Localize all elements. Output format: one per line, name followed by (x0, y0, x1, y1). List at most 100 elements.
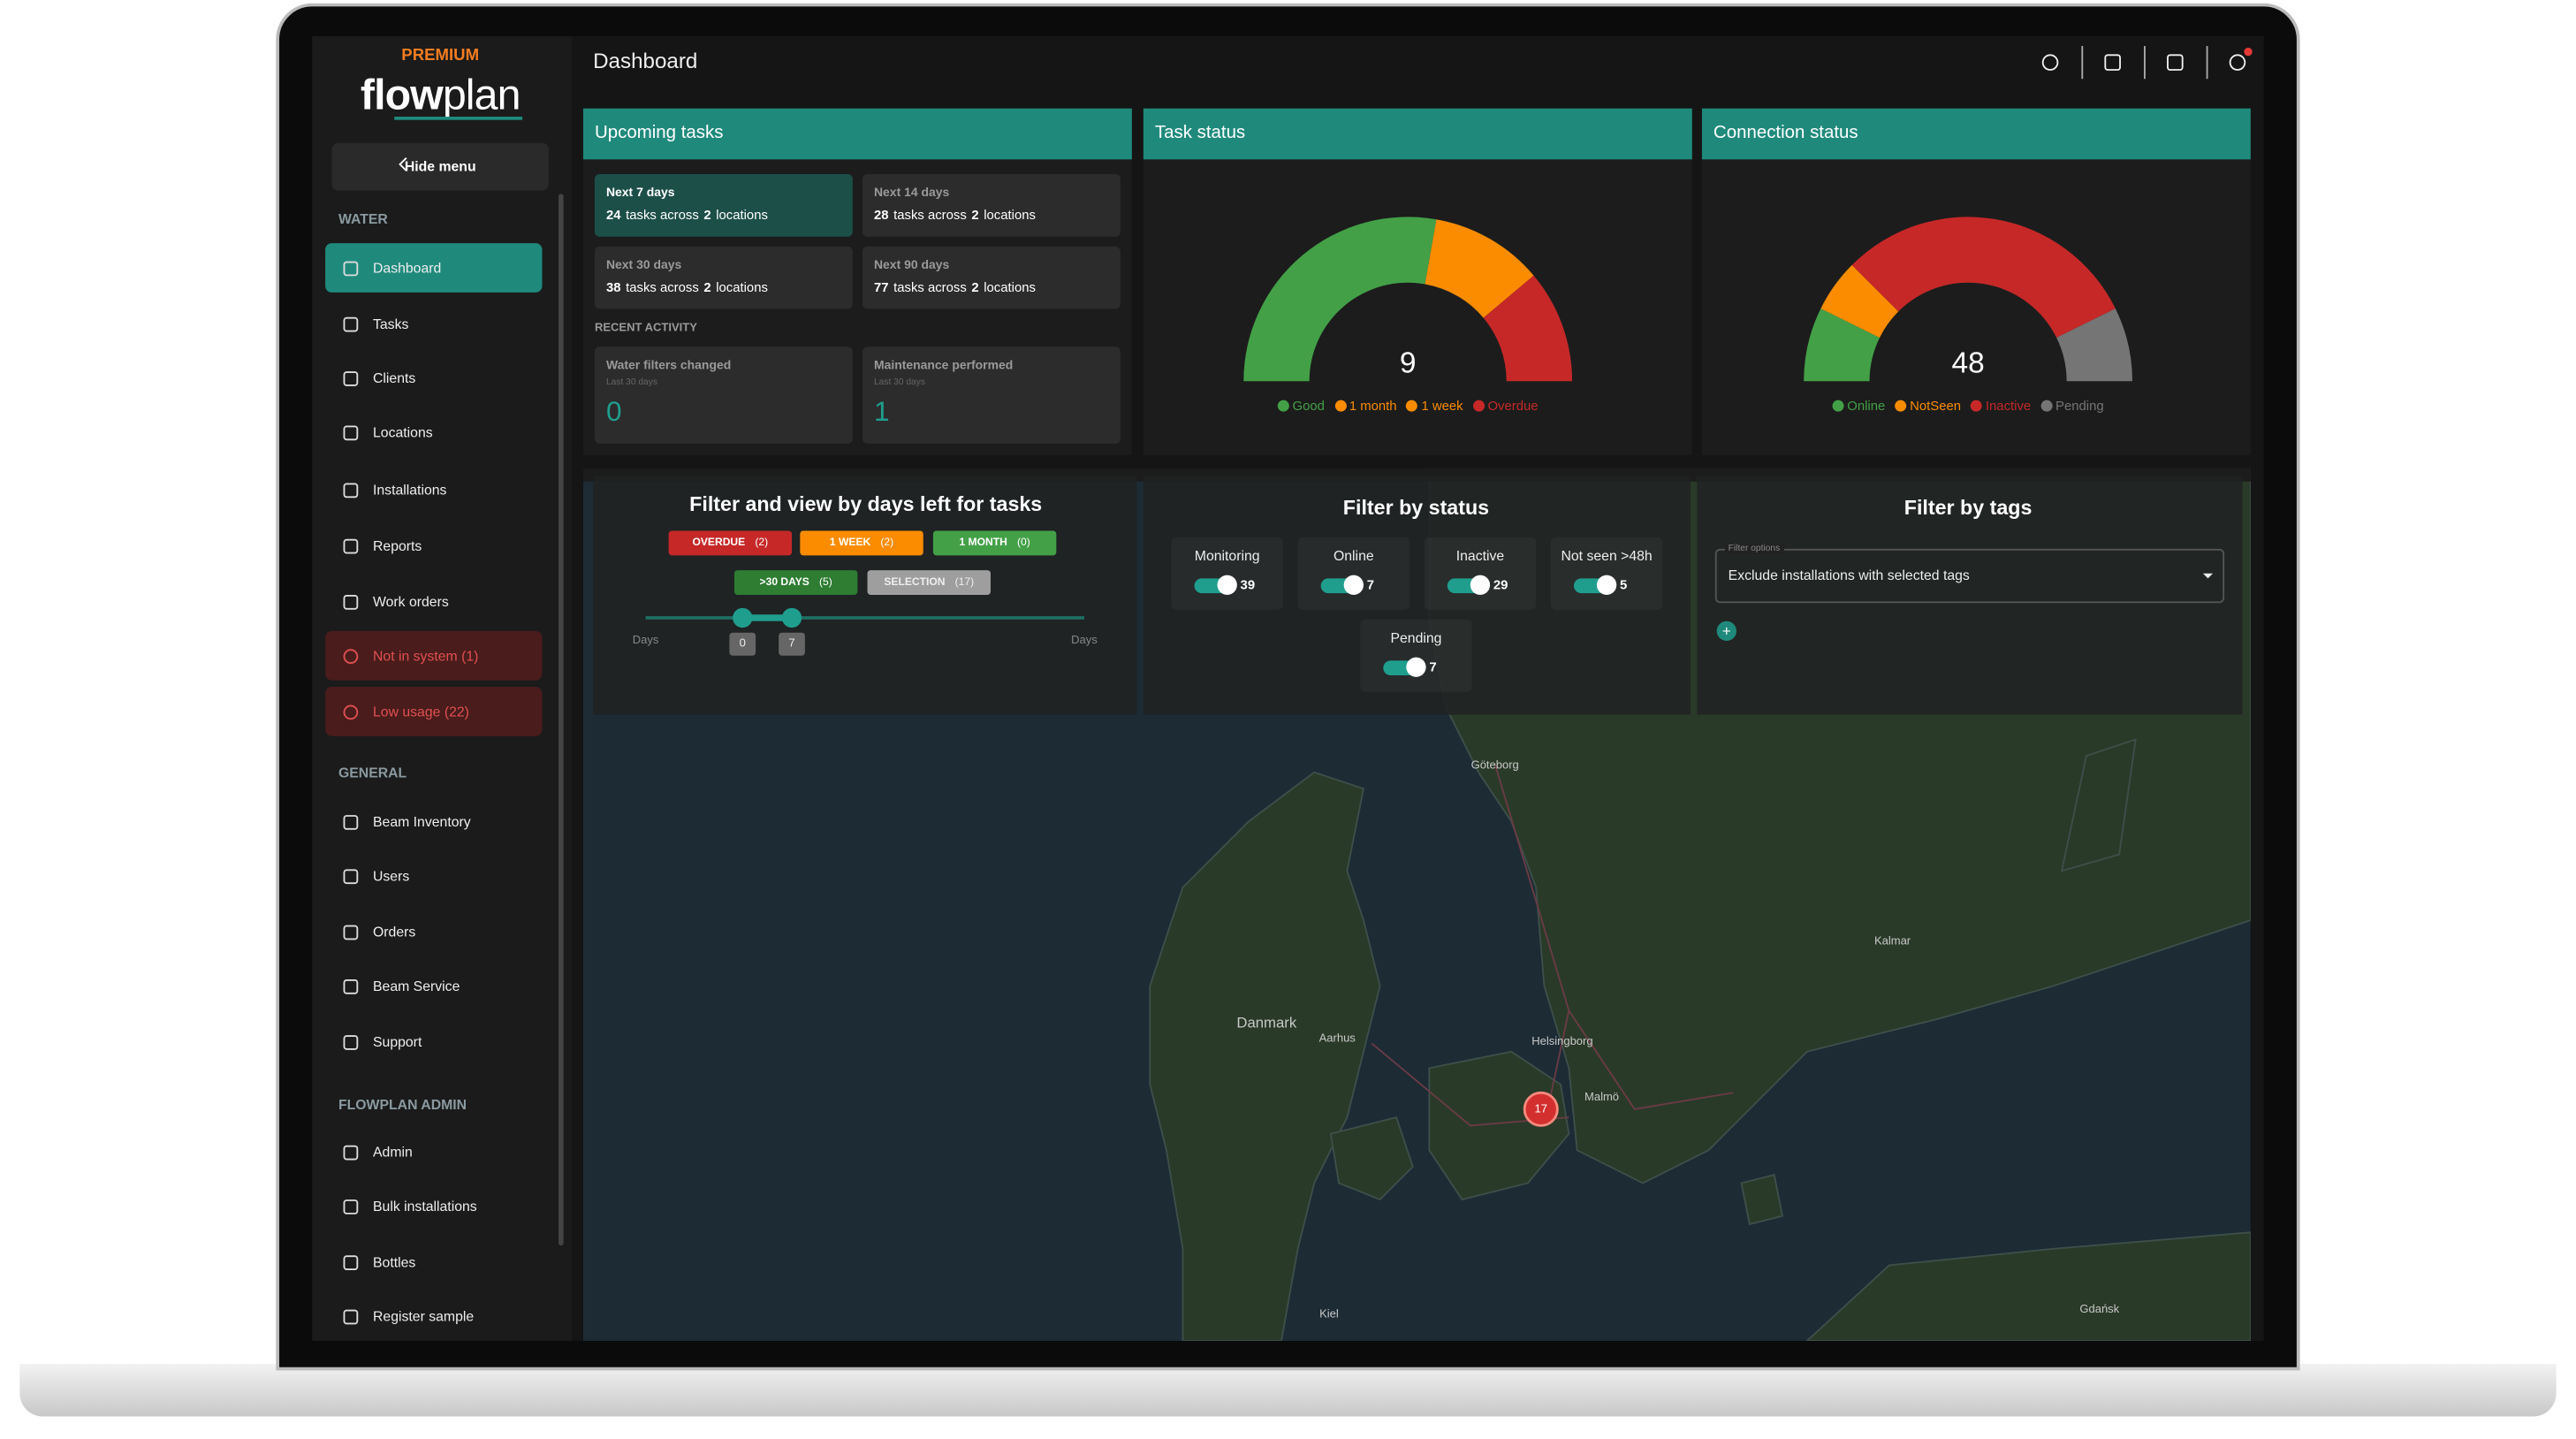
legend-dot (1832, 400, 1844, 412)
hide-menu-label: Hide menu (404, 157, 476, 175)
logo-part: flow (360, 70, 444, 119)
slider-handle[interactable] (733, 607, 753, 628)
filter-button[interactable]: 1 WEEK (2) (800, 530, 923, 556)
status-count: 7 (1429, 659, 1437, 675)
gauge-legend: Good 1 month 1 week Overdue (1277, 399, 1539, 414)
page-title: Dashboard (593, 48, 698, 73)
legend-item: 1 week (1406, 399, 1463, 414)
filter-button-label: OVERDUE (692, 537, 746, 549)
menu-icon (343, 371, 359, 386)
top-icon[interactable] (2104, 54, 2121, 71)
menu-label: Users (372, 867, 410, 885)
card-header (1143, 108, 1692, 160)
status-count: 5 (1619, 577, 1628, 593)
period-card[interactable] (594, 246, 853, 309)
status-item (1360, 619, 1472, 692)
menu-icon (343, 483, 359, 499)
map-label: Danmark (1236, 1015, 1296, 1032)
filter-button-label: SELECTION (884, 576, 946, 589)
filter-title: Filter by status (1342, 496, 1490, 520)
menu-label: Dashboard (372, 259, 442, 277)
period-card[interactable] (862, 174, 1121, 237)
menu-label: Locations (372, 423, 433, 441)
sidebar-scrollbar (559, 194, 564, 1246)
status-item (1550, 537, 1663, 610)
menu-label: Low usage (22) (372, 703, 469, 720)
section-title: WATER (338, 209, 388, 227)
menu-icon (343, 815, 359, 830)
legend-dot (2040, 400, 2053, 412)
period-summary: 24 tasks across 2 locations (606, 208, 773, 223)
filter-button[interactable]: OVERDUE (2) (668, 530, 793, 556)
filter-button[interactable]: 1 MONTH (0) (932, 530, 1057, 556)
menu-label: Support (372, 1033, 422, 1050)
period-unit: tasks across (626, 208, 699, 223)
menu-icon (343, 425, 359, 441)
top-icon[interactable] (2167, 54, 2184, 71)
legend-item: Online (1832, 399, 1885, 414)
period-count: 38 (605, 279, 621, 295)
menu-item[interactable] (325, 243, 543, 293)
activity-sub: Last 30 days (605, 377, 657, 388)
filter-button[interactable]: SELECTION (17) (867, 570, 991, 595)
gauge-segment (1243, 217, 1437, 382)
period-card[interactable] (862, 246, 1121, 309)
toggle-knob (1343, 575, 1364, 595)
legend-label: Inactive (1985, 398, 2032, 414)
menu-label: Tasks (372, 315, 409, 332)
top-icon[interactable] (2229, 54, 2246, 71)
menu-icon (343, 1035, 359, 1050)
toggle-knob (1470, 575, 1491, 595)
slider-handle[interactable] (781, 607, 802, 628)
menu-icon (343, 869, 359, 885)
activity-value: 0 (605, 396, 622, 428)
toggle-knob (1596, 575, 1617, 595)
section-title: FLOWPLAN ADMIN (338, 1095, 467, 1113)
legend-dot (1277, 400, 1289, 412)
screen: Göteborg Danmark Helsingborg Kalmar Gdańsk Ki… (312, 35, 2264, 1341)
hide-menu-button[interactable]: Hide menu (331, 142, 549, 191)
map-land (1428, 1050, 1570, 1201)
section-title: GENERAL (338, 764, 407, 781)
filter-panel (593, 476, 1137, 715)
toggle-knob (1406, 657, 1426, 677)
activity-label: Water filters changed (605, 357, 732, 373)
slider-axis-label: Days (1071, 635, 1098, 647)
filter-title: Filter and view by days left for tasks (689, 492, 1043, 516)
tag-select[interactable] (1714, 548, 2225, 604)
menu-label: Register sample (372, 1307, 475, 1325)
top-icon[interactable] (2041, 54, 2059, 71)
recent-title: RECENT ACTIVITY (594, 323, 697, 335)
filter-button-label: >30 DAYS (759, 576, 809, 589)
period-label: Next 14 days (873, 185, 950, 200)
legend-item: 1 month (1334, 399, 1397, 414)
premium-badge: PREMIUM (401, 46, 480, 65)
activity-card (594, 346, 853, 444)
top-separator (2143, 46, 2146, 80)
add-tag-button[interactable]: + (1716, 621, 1736, 642)
menu-label: Admin (372, 1143, 413, 1161)
top-separator (2206, 46, 2208, 80)
period-unit: tasks across (893, 208, 967, 223)
menu-label: Work orders (372, 593, 449, 610)
period-locations: 2 (703, 208, 711, 223)
card-header (582, 108, 1132, 160)
menu-item[interactable] (325, 630, 543, 681)
menu-label: Not in system (1) (372, 647, 479, 665)
menu-icon (343, 1199, 359, 1214)
status-item (1424, 537, 1537, 610)
status-label: Not seen >48h (1561, 547, 1653, 564)
period-card[interactable] (594, 174, 853, 237)
filter-button[interactable]: >30 DAYS (5) (733, 570, 858, 595)
filter-title: Filter by tags (1904, 496, 2033, 520)
tag-field-label: Filter options (1724, 544, 1783, 554)
map-land (1805, 1231, 2251, 1341)
menu-item[interactable] (325, 687, 543, 736)
laptop-base (19, 1363, 2557, 1417)
gauge-segment (2056, 308, 2132, 382)
period-unit: tasks across (893, 279, 967, 295)
status-label: Monitoring (1194, 547, 1260, 564)
period-locations: 2 (971, 279, 979, 295)
